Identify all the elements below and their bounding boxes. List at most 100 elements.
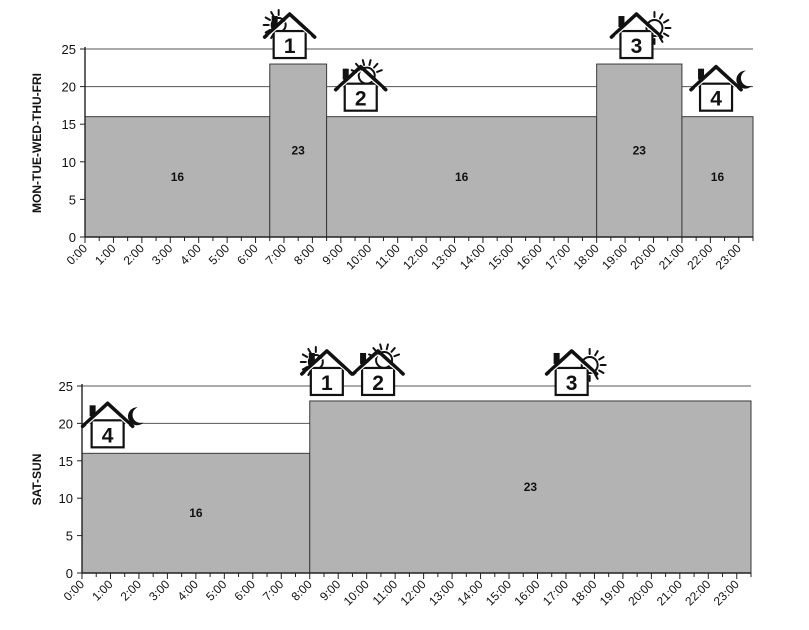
house-roof <box>333 64 388 92</box>
house-chimney <box>618 16 625 28</box>
x-tick-label: 8:00 <box>291 241 318 268</box>
x-tick-label: 12:00 <box>400 241 431 272</box>
segment-value-label: 16 <box>711 170 725 184</box>
x-tick-label: 22:00 <box>684 241 715 272</box>
x-tick-label: 2:00 <box>121 241 148 268</box>
x-tick-label: 23:00 <box>713 241 744 272</box>
sun-ray <box>270 11 275 18</box>
y-tick-label: 15 <box>62 117 76 132</box>
mode-number: 3 <box>631 35 643 58</box>
x-tick-label: 15:00 <box>483 577 514 608</box>
house-sun-icon: 2 <box>333 59 388 112</box>
segment-value-label: 16 <box>455 170 469 184</box>
sun-ray <box>379 343 383 351</box>
x-tick-label: 11:00 <box>370 577 401 608</box>
house-body <box>309 366 344 397</box>
x-tick-label: 14:00 <box>457 241 488 272</box>
sun-ray <box>594 350 599 357</box>
house-roof <box>544 349 599 376</box>
sun-ray <box>662 19 670 24</box>
house-chimney <box>698 68 705 80</box>
mode-number: 1 <box>321 372 333 395</box>
x-tick-label: 0:00 <box>61 577 88 604</box>
moon-shape <box>127 407 144 426</box>
x-tick-label: 16:00 <box>511 577 542 608</box>
x-tick-label: 18:00 <box>568 577 599 608</box>
mode-number: 4 <box>102 424 114 447</box>
segment-value-label: 23 <box>292 144 306 158</box>
x-tick-label: 17:00 <box>542 241 573 272</box>
x-tick-label: 16:00 <box>514 241 545 272</box>
y-tick-label: 10 <box>62 155 76 170</box>
x-tick-label: 7:00 <box>260 577 287 604</box>
house-chimney <box>553 352 560 364</box>
mode-number: 2 <box>355 88 367 111</box>
house-sun-icon: 2 <box>351 343 405 397</box>
sun-ray <box>658 13 664 20</box>
x-tick-label: 12:00 <box>398 577 429 608</box>
segment-value-label: 23 <box>524 480 538 494</box>
house-chimney <box>342 68 349 80</box>
house-roof-highlight <box>356 354 400 374</box>
x-tick-label: 3:00 <box>146 577 173 604</box>
sun-ray <box>307 347 312 355</box>
x-tick-label: 0:00 <box>64 241 91 268</box>
house-roof <box>609 12 664 39</box>
y-tick-label: 5 <box>66 529 73 544</box>
x-tick-label: 5:00 <box>203 577 230 604</box>
sun-ray <box>598 369 605 374</box>
x-tick-label: 21:00 <box>654 577 685 608</box>
house-roof <box>300 349 354 376</box>
moon-shape <box>736 70 753 89</box>
x-tick-label: 10:00 <box>341 577 372 608</box>
x-tick-label: 20:00 <box>625 577 656 608</box>
x-tick-label: 3:00 <box>149 241 176 268</box>
house-roof-highlight <box>86 406 130 426</box>
mode-number: 2 <box>372 372 384 395</box>
house-roof-highlight <box>615 17 658 37</box>
y-tick-label: 20 <box>59 416 73 431</box>
house-roof-highlight <box>268 17 312 37</box>
house-chimney <box>271 16 278 28</box>
y-tick-label: 0 <box>69 230 76 245</box>
sun-ray <box>264 16 272 22</box>
x-tick-label: 17:00 <box>540 577 571 608</box>
temperature-segment-bar <box>596 63 683 238</box>
y-axis-label: MON-TUE-WED-THU-FRI <box>30 73 44 213</box>
house-chimney <box>89 405 96 417</box>
house-roof <box>689 64 743 92</box>
mode-number: 1 <box>284 35 296 58</box>
house-roof-highlight <box>550 354 594 374</box>
house-roof <box>80 401 135 429</box>
segment-value-label: 23 <box>633 144 647 158</box>
house-roof-highlight <box>305 354 349 374</box>
mode-number: 4 <box>710 88 722 111</box>
house-sunset-icon: 3 <box>609 11 672 60</box>
x-tick-label: 1:00 <box>89 577 116 604</box>
x-tick-label: 10:00 <box>343 241 374 272</box>
house-moon-icon: 4 <box>80 401 144 449</box>
y-tick-label: 20 <box>62 80 76 95</box>
x-tick-label: 22:00 <box>682 577 713 608</box>
mode-number: 3 <box>566 372 578 395</box>
house-roof-highlight <box>339 70 383 90</box>
y-tick-label: 25 <box>62 42 76 57</box>
weekend-schedule-chart: 16 23 0 5 10 15 20 25 0:00 1:00 2:00 3:00 4:00 5:00 6:… <box>30 379 752 608</box>
x-tick-label: 7:00 <box>263 241 290 268</box>
x-tick-label: 19:00 <box>599 241 630 272</box>
x-tick-label: 13:00 <box>429 241 460 272</box>
temperature-segment-bar <box>326 116 598 238</box>
x-tick-label: 19:00 <box>597 577 628 608</box>
weekday-schedule-chart: 16 23 16 23 16 0 5 10 15 20 25 0:00 1:00 2:00 3:00 4:00… <box>30 42 754 272</box>
x-tick-label: 6:00 <box>232 577 259 604</box>
sun-ray <box>376 69 383 73</box>
x-tick-label: 14:00 <box>455 577 486 608</box>
x-tick-label: 11:00 <box>372 241 403 272</box>
x-tick-label: 2:00 <box>118 577 145 604</box>
house-body <box>554 366 589 397</box>
house-body <box>90 419 125 449</box>
sun-ray <box>361 59 366 67</box>
house-body <box>698 82 734 112</box>
house-roof <box>262 12 317 39</box>
